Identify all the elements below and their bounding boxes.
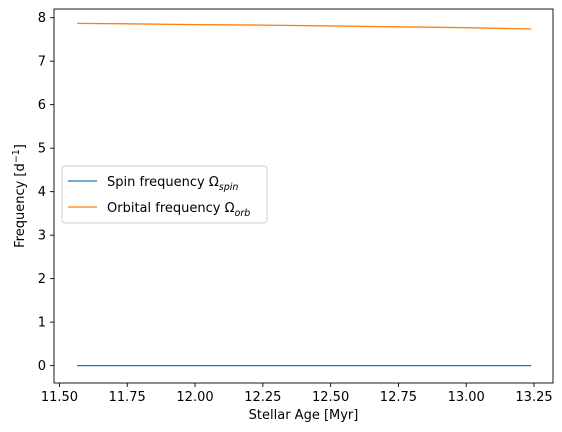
x-tick-label: 11.50: [41, 390, 78, 405]
legend-label-orbital: Orbital frequency Ωorb: [107, 201, 250, 219]
x-axis: 11.50 11.75 12.00 12.25 12.50 12.75 13.00 13.25: [41, 383, 553, 405]
y-axis-label-superscript: −1: [11, 149, 22, 163]
y-tick-label: 4: [38, 185, 46, 200]
y-axis-label-main: Frequency [d: [13, 163, 28, 248]
legend-label-spin-subscript: spin: [219, 182, 239, 193]
x-axis-label: Stellar Age [Myr]: [249, 408, 359, 423]
legend-frame: [61, 165, 268, 224]
x-tick-label: 12.00: [176, 390, 213, 405]
y-tick-label: 2: [38, 272, 46, 287]
x-tick-label: 11.75: [109, 390, 146, 405]
series-layer: [77, 22, 532, 367]
x-tick-label: 12.50: [312, 390, 349, 405]
x-tick-label: 13.00: [448, 390, 485, 405]
y-tick-label: 3: [38, 229, 46, 244]
legend-label-spin: Spin frequency Ωspin: [107, 175, 238, 193]
x-tick-label: 13.25: [515, 390, 552, 405]
legend-label-orbital-subscript: orb: [235, 208, 251, 219]
y-tick-label: 6: [38, 98, 46, 113]
plot-area: [53, 8, 554, 384]
legend-label-spin-main: Spin frequency Ω: [107, 175, 219, 190]
y-tick-label: 0: [38, 359, 46, 374]
legend-label-orbital-main: Orbital frequency Ω: [107, 201, 235, 216]
series-line-orbital: [77, 22, 532, 30]
axes-frame: [53, 8, 554, 384]
y-tick-label: 8: [38, 11, 46, 26]
y-axis: 0 1 2 3 4 5 6 7 8: [38, 11, 54, 374]
x-tick-label: 12.75: [380, 390, 417, 405]
y-axis-label: Frequency [d−1]: [11, 144, 28, 248]
y-tick-label: 7: [38, 55, 46, 70]
y-axis-label-tail: ]: [13, 144, 28, 149]
legend: Spin frequency Ωspin Orbital frequency Ω…: [61, 165, 268, 224]
y-tick-label: 1: [38, 316, 46, 331]
x-tick-label: 12.25: [244, 390, 281, 405]
y-tick-label: 5: [38, 142, 46, 157]
